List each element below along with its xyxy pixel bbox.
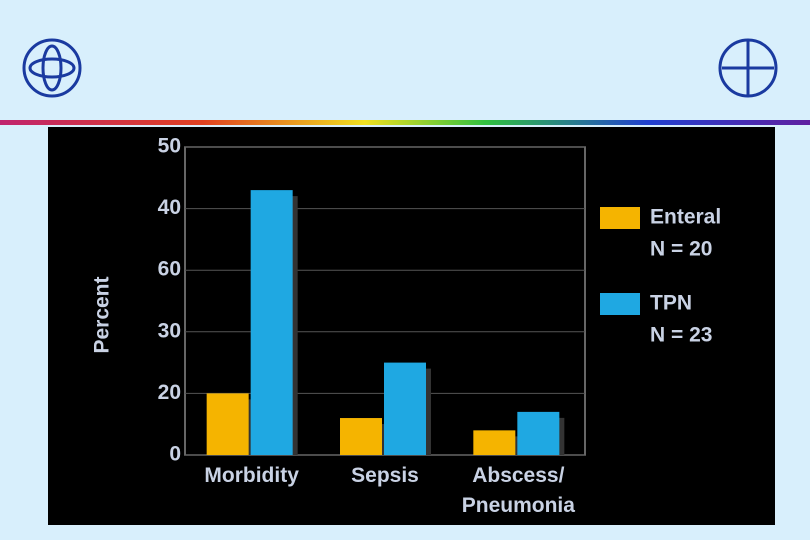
legend-label: TPN (650, 292, 692, 315)
logo-right (718, 38, 778, 98)
legend-swatch (600, 207, 640, 229)
logo-left (22, 38, 82, 98)
legend-swatch (600, 293, 640, 315)
bar (473, 430, 516, 455)
x-tick-label: Sepsis (351, 464, 419, 487)
y-tick-label: 60 (158, 258, 181, 281)
y-axis-label: Percent (91, 276, 114, 353)
bar (250, 190, 293, 455)
y-tick-label: 20 (158, 381, 181, 404)
y-tick-label: 30 (158, 319, 181, 342)
bar (340, 418, 382, 455)
chart-panel (48, 127, 775, 525)
legend-sample: N = 20 (650, 238, 712, 261)
bar (517, 411, 560, 455)
bar (384, 362, 426, 455)
y-tick-label: 50 (158, 135, 181, 158)
x-tick-label: Morbidity (204, 464, 299, 487)
rainbow-rule (0, 120, 810, 125)
bar (206, 393, 249, 455)
legend-label: Enteral (650, 206, 721, 229)
y-tick-label: 0 (169, 443, 181, 466)
y-tick-label: 40 (158, 196, 181, 219)
x-tick-label: Abscess/ Pneumonia (461, 464, 575, 517)
legend-sample: N = 23 (650, 324, 712, 347)
